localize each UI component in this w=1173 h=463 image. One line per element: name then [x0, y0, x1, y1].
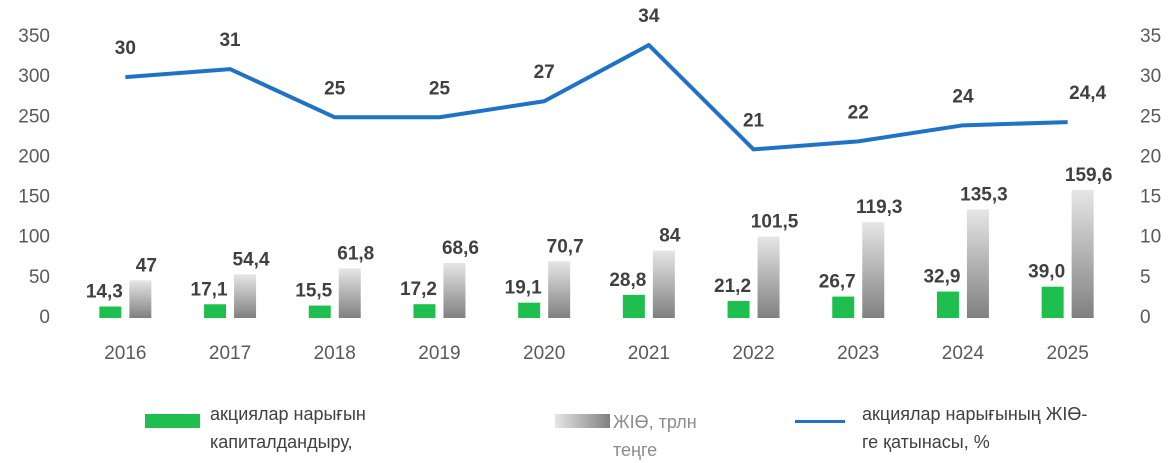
- bar: [548, 261, 571, 318]
- y2-tick-label: 10: [1140, 227, 1161, 248]
- data-label: 84: [659, 226, 681, 247]
- y2-tick-label: 0: [1140, 307, 1151, 328]
- data-label: 30: [115, 38, 136, 59]
- bar: [1071, 189, 1094, 318]
- data-label: 17,1: [191, 279, 228, 300]
- y-tick-label: 250: [18, 106, 50, 127]
- y2-tick-label: 15: [1140, 187, 1161, 208]
- bar: [832, 296, 855, 318]
- y-tick-label: 150: [18, 187, 50, 208]
- data-label: 24,4: [1069, 83, 1106, 104]
- bar: [443, 262, 466, 318]
- data-label: 27: [534, 62, 555, 83]
- data-label: 32,9: [923, 267, 960, 288]
- data-label: 54,4: [233, 249, 270, 270]
- x-tick-label: 2016: [104, 343, 146, 364]
- legend-swatch: [795, 420, 845, 423]
- data-label: 70,7: [547, 236, 584, 257]
- bar: [413, 304, 436, 318]
- bar: [338, 268, 361, 318]
- legend-label: акциялар нарығын капиталдандыру, трлн те…: [210, 404, 366, 463]
- legend-swatch: [555, 414, 610, 428]
- data-label: 28,8: [609, 270, 646, 291]
- x-tick-label: 2019: [418, 343, 460, 364]
- x-tick-label: 2024: [942, 343, 985, 364]
- data-label: 26,7: [819, 272, 856, 293]
- legend-swatch: [145, 414, 200, 428]
- y2-tick-label: 25: [1140, 106, 1161, 127]
- bar: [1041, 286, 1064, 318]
- bar: [234, 274, 257, 318]
- x-tick-label: 2023: [837, 343, 879, 364]
- data-label: 21: [743, 110, 765, 131]
- bar: [308, 305, 331, 318]
- y2-tick-label: 5: [1140, 267, 1151, 288]
- bar: [652, 250, 675, 318]
- data-label: 21,2: [714, 276, 751, 297]
- data-label: 14,3: [86, 282, 123, 303]
- x-tick-label: 2025: [1047, 343, 1089, 364]
- y2-tick-label: 35: [1140, 26, 1161, 47]
- y-tick-label: 0: [39, 307, 50, 328]
- data-label: 47: [136, 255, 157, 276]
- data-label: 19,1: [505, 278, 542, 299]
- bar: [966, 209, 989, 318]
- data-label: 25: [429, 78, 451, 99]
- bar: [518, 302, 541, 318]
- bar: [936, 291, 959, 318]
- data-label: 22: [848, 102, 869, 123]
- data-label: 119,3: [856, 197, 903, 218]
- data-label: 24: [952, 86, 974, 107]
- bar: [129, 280, 152, 318]
- y2-tick-label: 20: [1140, 146, 1161, 167]
- x-tick-label: 2021: [628, 343, 670, 364]
- y-tick-label: 300: [18, 66, 50, 87]
- legend-label: акциялар нарығының ЖІӨ-ге қатынасы, %: [862, 404, 1088, 452]
- data-label: 25: [324, 78, 346, 99]
- data-label: 17,2: [400, 279, 437, 300]
- data-label: 61,8: [337, 243, 374, 264]
- data-label: 39,0: [1028, 262, 1065, 283]
- data-label: 68,6: [442, 238, 479, 259]
- x-tick-label: 2018: [314, 343, 356, 364]
- y-tick-label: 350: [18, 26, 50, 47]
- data-label: 31: [219, 30, 241, 51]
- bar: [757, 236, 780, 318]
- x-tick-label: 2017: [209, 343, 251, 364]
- line: [125, 43, 1068, 152]
- bar: [622, 294, 645, 318]
- y-tick-label: 100: [18, 227, 50, 248]
- y-tick-label: 200: [18, 146, 50, 167]
- data-label: 159,6: [1065, 165, 1113, 186]
- x-tick-label: 2020: [523, 343, 565, 364]
- legend-label: ЖІӨ, трлн теңге: [613, 412, 697, 460]
- x-tick-label: 2022: [732, 343, 774, 364]
- data-label: 101,5: [751, 212, 799, 233]
- bar: [727, 300, 750, 318]
- data-label: 34: [638, 6, 660, 27]
- bar: [204, 304, 227, 318]
- data-label: 15,5: [295, 281, 332, 302]
- bar: [862, 222, 885, 318]
- bar: [99, 306, 122, 318]
- y-tick-label: 50: [29, 267, 50, 288]
- data-label: 135,3: [960, 184, 1008, 205]
- y2-tick-label: 30: [1140, 66, 1161, 87]
